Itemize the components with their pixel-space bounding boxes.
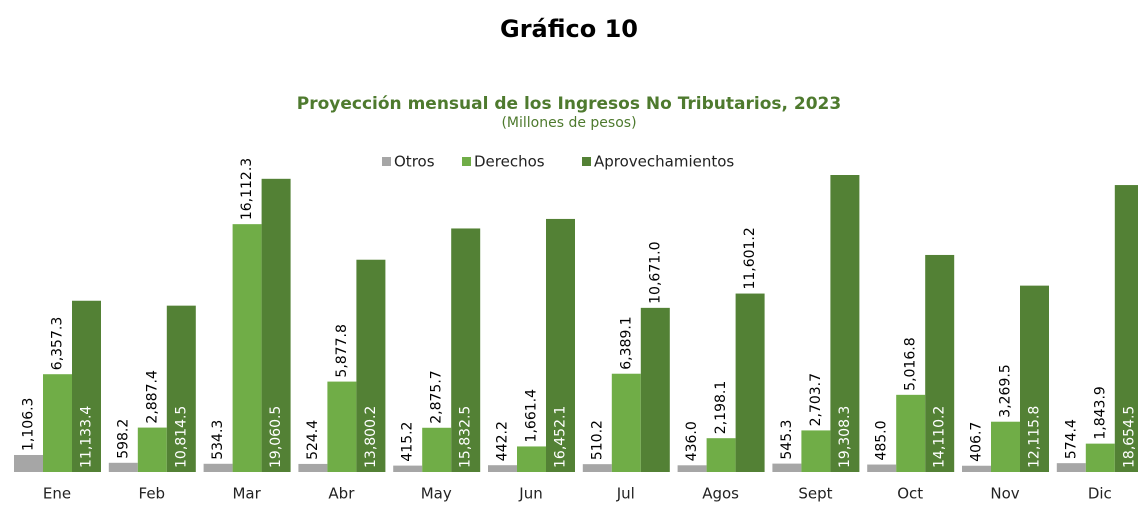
bar [393, 465, 423, 472]
bar [261, 178, 291, 473]
value-label: 1,843.9 [1092, 386, 1108, 439]
value-label: 15,832.5 [458, 406, 474, 468]
chart-subtitle: Proyección mensual de los Ingresos No Tr… [297, 94, 841, 114]
bar [772, 463, 802, 472]
chart-title: Gráfico 10 [500, 15, 638, 43]
value-label: 14,110.2 [932, 406, 948, 468]
value-label: 11,601.2 [742, 227, 758, 289]
bar [108, 462, 138, 472]
value-label: 2,198.1 [713, 381, 729, 434]
bar [706, 438, 736, 472]
value-label: 598.2 [115, 419, 131, 459]
value-label: 2,875.7 [429, 370, 445, 423]
bar [203, 463, 233, 472]
bar [422, 427, 452, 472]
legend-label: Otros [394, 153, 435, 171]
units-label: (Millones de pesos) [501, 115, 636, 131]
value-label: 16,452.1 [553, 406, 569, 468]
bar [1085, 443, 1115, 472]
bar [14, 454, 43, 472]
value-label: 19,060.5 [268, 406, 284, 468]
bar [356, 259, 386, 472]
x-tick-label: Agos [702, 485, 739, 503]
bar [867, 464, 897, 472]
bar [137, 427, 167, 472]
x-tick-label: May [421, 485, 452, 503]
value-label: 10,671.0 [647, 242, 663, 304]
value-label: 2,703.7 [808, 373, 824, 426]
value-label: 406.7 [969, 422, 985, 462]
bar [488, 465, 517, 472]
bar [327, 381, 357, 472]
legend-swatch [462, 157, 471, 166]
x-tick-label: Dic [1088, 485, 1112, 503]
bar [896, 394, 926, 472]
value-label: 524.4 [305, 420, 321, 460]
bar [166, 305, 196, 472]
x-tick-label: Mar [232, 485, 261, 503]
bar [1020, 285, 1049, 472]
value-label: 574.4 [1063, 419, 1079, 459]
value-label: 442.2 [495, 421, 511, 461]
bar [925, 254, 955, 472]
value-label: 19,308.3 [837, 406, 853, 468]
bar [451, 228, 481, 472]
value-label: 16,112.3 [239, 158, 255, 220]
value-label: 13,800.2 [363, 406, 379, 468]
bar [611, 373, 641, 472]
value-label: 3,269.5 [998, 364, 1014, 417]
legend-swatch [582, 157, 591, 166]
bar [640, 307, 670, 472]
x-tick-label: Abr [328, 485, 355, 503]
x-tick-label: Feb [139, 485, 166, 503]
value-label: 510.2 [589, 420, 605, 460]
bar [830, 175, 860, 472]
bar [72, 300, 101, 472]
bar [677, 465, 707, 472]
x-tick-label: Nov [990, 485, 1019, 503]
bar [43, 374, 72, 472]
value-label: 6,357.3 [50, 317, 66, 370]
x-tick-label: Ene [43, 485, 71, 503]
value-label: 12,115.8 [1027, 406, 1043, 468]
legend-label: Aprovechamientos [594, 153, 734, 171]
value-label: 436.0 [684, 421, 700, 461]
x-tick-label: Jun [518, 485, 542, 503]
value-label: 5,016.8 [903, 337, 919, 390]
value-label: 11,133.4 [79, 406, 95, 468]
bar [735, 293, 765, 472]
bar [517, 446, 546, 472]
value-label: 2,887.4 [144, 370, 160, 424]
bar [962, 465, 991, 472]
x-tick-label: Jul [616, 485, 635, 503]
bar [546, 218, 575, 472]
value-label: 545.3 [779, 420, 795, 460]
value-label: 1,661.4 [524, 389, 540, 443]
value-label: 485.0 [874, 420, 890, 460]
value-label: 1,106.3 [21, 398, 37, 451]
value-label: 10,814.5 [173, 406, 189, 468]
bar [991, 421, 1020, 472]
value-label: 6,389.1 [618, 316, 634, 369]
legend-label: Derechos [474, 153, 545, 171]
bar [1114, 185, 1138, 472]
bar [1056, 463, 1086, 472]
value-label: 5,877.8 [334, 324, 350, 377]
x-tick-label: Sept [798, 485, 832, 503]
bar [801, 430, 831, 472]
value-label: 18,654.5 [1121, 406, 1137, 468]
legend-swatch [382, 157, 391, 166]
value-label: 534.3 [210, 420, 226, 460]
x-tick-label: Oct [897, 485, 923, 503]
bar [298, 463, 328, 472]
bar [582, 464, 612, 472]
bar [232, 224, 262, 472]
value-label: 415.2 [400, 422, 416, 462]
